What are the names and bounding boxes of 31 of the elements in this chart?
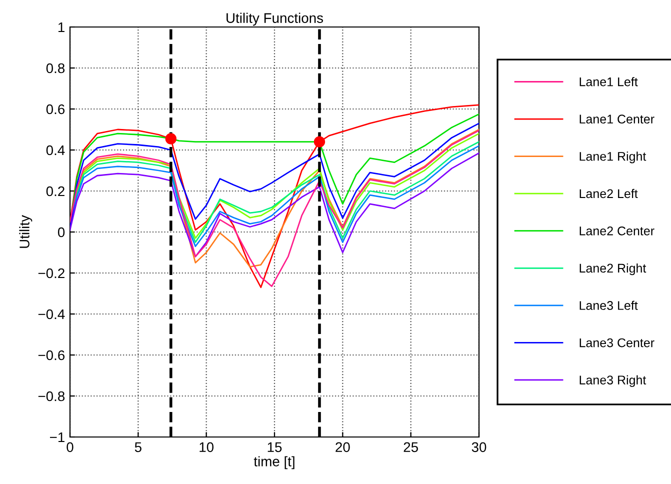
legend-label: Lane1 Center — [580, 114, 654, 124]
x-tick-label: 10 — [200, 442, 214, 452]
legend-label: Lane2 Right — [580, 263, 646, 276]
x-tick-label: 5 — [134, 442, 142, 452]
y-tick-label: 0.4 — [46, 145, 65, 156]
y-tick-label: 0.8 — [46, 63, 65, 74]
y-axis-title: Utility — [19, 215, 32, 248]
y-tick-label: 0 — [58, 227, 65, 238]
x-tick-label: 20 — [336, 442, 350, 452]
legend-label: Lane3 Right — [580, 375, 646, 387]
x-axis-title: time [t] — [254, 456, 294, 470]
y-tick-label: −0.6 — [38, 350, 65, 360]
y-tick-label: 0.2 — [46, 186, 64, 196]
legend-label: Lane2 Center — [580, 226, 654, 236]
y-tick-label: 0.6 — [46, 104, 65, 114]
y-tick-label: −1 — [50, 432, 64, 442]
y-tick-label: −0.2 — [38, 268, 64, 278]
legend-label: Lane3 Left — [580, 300, 638, 310]
x-tick-label: 15 — [268, 442, 282, 452]
x-tick-label: 0 — [66, 442, 74, 452]
y-tick-label: −0.8 — [38, 391, 65, 402]
x-tick-label: 25 — [404, 442, 418, 452]
legend-label: Lane1 Right — [580, 152, 646, 164]
x-tick-label: 30 — [472, 442, 486, 452]
legend-label: Lane2 Left — [580, 188, 638, 198]
chart-title: Utility Functions — [226, 12, 324, 26]
y-tick-label: −0.4 — [38, 309, 65, 320]
legend-label: Lane3 Center — [580, 338, 654, 348]
legend-label: Lane1 Left — [580, 77, 638, 86]
y-tick-label: 1 — [58, 22, 64, 32]
line-series — [70, 152, 479, 258]
